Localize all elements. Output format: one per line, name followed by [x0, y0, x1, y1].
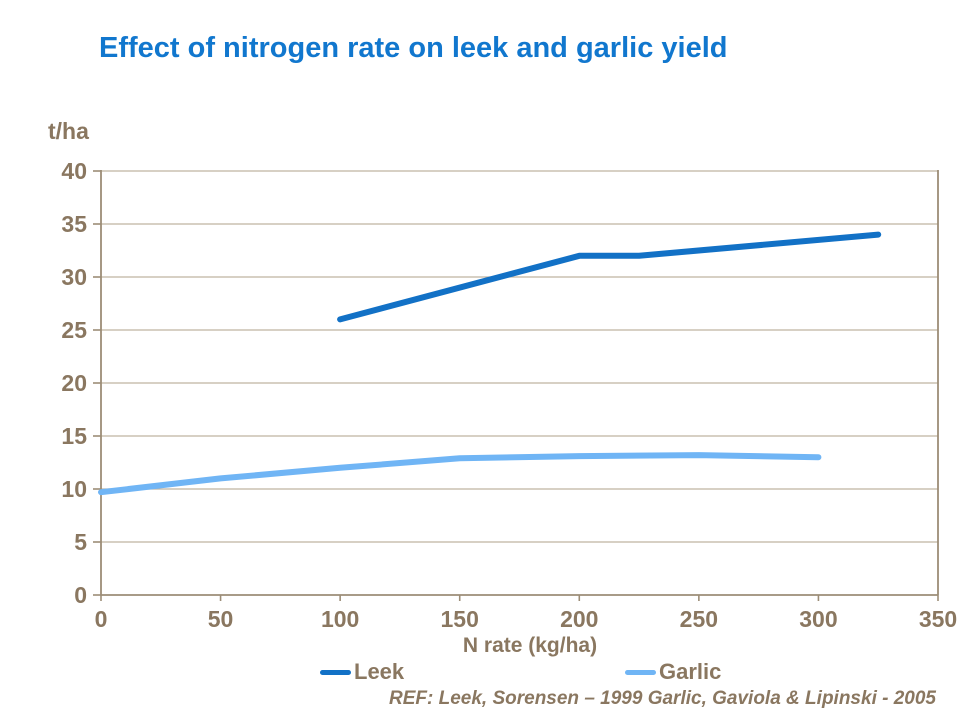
- y-tick-label-15: 15: [61, 423, 87, 449]
- y-tick-label-10: 10: [61, 476, 87, 502]
- x-tick-label-350: 350: [919, 606, 957, 632]
- y-tick-label-0: 0: [74, 582, 87, 608]
- y-tick-label-40: 40: [61, 158, 87, 184]
- x-tick-label-50: 50: [208, 606, 234, 632]
- x-tick-label-300: 300: [799, 606, 837, 632]
- legend-label-garlic: Garlic: [659, 659, 722, 684]
- garlic-line-swatch: [625, 669, 656, 675]
- leek-line-swatch: [320, 669, 351, 675]
- y-tick-label-35: 35: [61, 211, 87, 237]
- y-tick-label-25: 25: [61, 317, 87, 343]
- legend-item-leek: Leek: [320, 660, 404, 684]
- legend-item-garlic: Garlic: [625, 660, 721, 684]
- series-line-garlic: [98, 452, 822, 496]
- y-tick-label-30: 30: [61, 264, 87, 290]
- x-axis-title: N rate (kg/ha): [462, 634, 598, 657]
- legend-label-leek: Leek: [354, 659, 405, 684]
- x-tick-label-150: 150: [441, 606, 479, 632]
- x-tick-label-100: 100: [321, 606, 359, 632]
- y-axis-title: t/ha: [48, 118, 89, 144]
- x-tick-label-0: 0: [95, 606, 108, 632]
- series-line-leek: [337, 231, 882, 323]
- y-tick-label-5: 5: [74, 529, 87, 555]
- y-tick-label-20: 20: [61, 370, 87, 396]
- x-tick-label-250: 250: [680, 606, 718, 632]
- reference-note: REF: Leek, Sorensen – 1999 Garlic, Gavio…: [388, 688, 936, 709]
- x-tick-label-200: 200: [560, 606, 598, 632]
- chart-title: Effect of nitrogen rate on leek and garl…: [99, 32, 728, 64]
